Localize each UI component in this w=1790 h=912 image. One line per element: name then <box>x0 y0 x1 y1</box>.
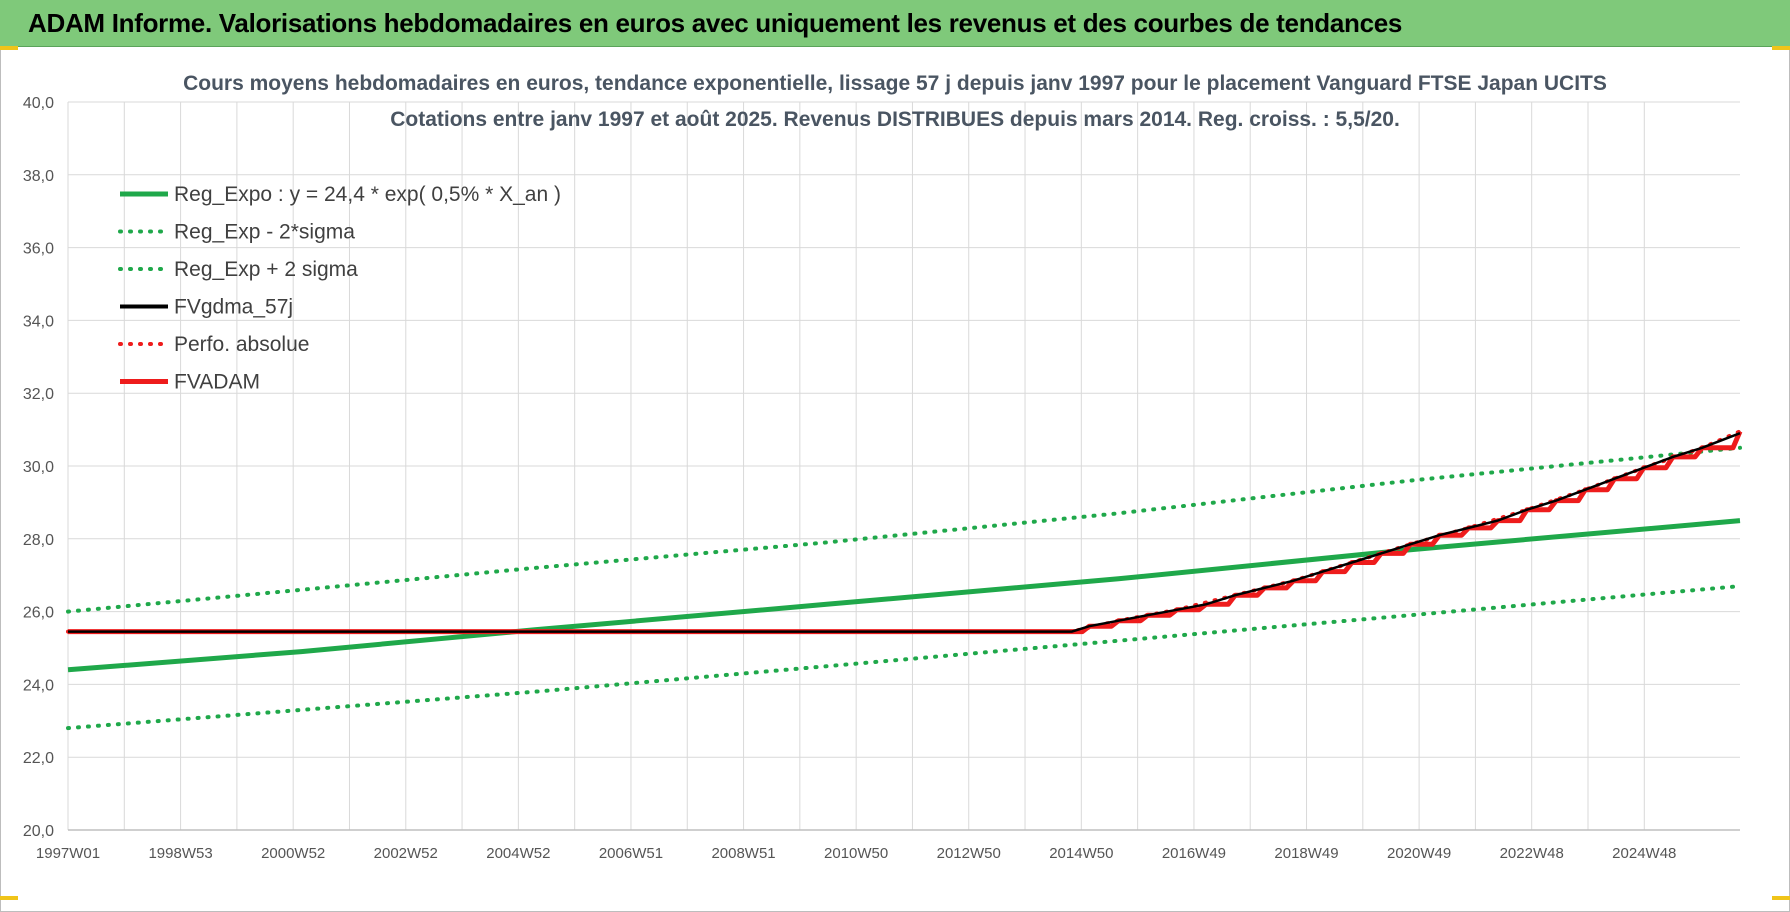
y-tick-label: 34,0 <box>23 313 54 330</box>
corner-mark-top-right <box>1772 46 1790 50</box>
x-tick-label: 2006W51 <box>599 845 663 862</box>
y-tick-label: 36,0 <box>23 241 54 258</box>
y-tick-label: 38,0 <box>23 168 54 185</box>
series-line-reg-exp-2-sigma <box>66 584 1742 731</box>
series-line-fvadam <box>68 430 1743 635</box>
y-tick-label: 20,0 <box>23 823 54 840</box>
legend-label: Reg_Exp - 2*sigma <box>174 221 355 244</box>
series-line-fvgdma-57j <box>68 432 1741 633</box>
legend-label: FVgdma_57j <box>174 296 293 319</box>
x-tick-label: 1998W53 <box>148 845 212 862</box>
page-title: ADAM Informe. Valorisations hebdomadaire… <box>28 8 1403 38</box>
series-line-reg-expo-y-24-4-exp-0-5-x-an <box>67 518 1741 673</box>
legend-label: FVADAM <box>174 371 260 394</box>
y-tick-label: 40,0 <box>23 95 54 112</box>
legend-label: Perfo. absolue <box>174 333 309 356</box>
corner-mark-top-left <box>0 46 18 50</box>
corner-mark-bottom-right <box>1772 896 1790 900</box>
y-tick-label: 28,0 <box>23 532 54 549</box>
y-tick-label: 22,0 <box>23 750 54 767</box>
x-tick-label: 2020W49 <box>1387 845 1451 862</box>
y-tick-label: 32,0 <box>23 386 54 403</box>
y-tick-label: 30,0 <box>23 459 54 476</box>
x-tick-label: 2000W52 <box>261 845 325 862</box>
corner-mark-bottom-left <box>0 896 18 900</box>
line-chart: 20,0 22,0 24,0 26,0 28,0 30,0 32,0 34,0 36,0 38,0… <box>23 72 1743 862</box>
y-tick-label: 26,0 <box>23 605 54 622</box>
x-tick-label: 2014W50 <box>1049 845 1113 862</box>
x-tick-label: 2018W49 <box>1274 845 1338 862</box>
y-tick-label: 24,0 <box>23 677 54 694</box>
x-tick-label: 2002W52 <box>374 845 438 862</box>
x-tick-label: 2008W51 <box>711 845 775 862</box>
series-line-reg-exp-2-sigma <box>66 445 1742 614</box>
x-tick-label: 2022W48 <box>1500 845 1564 862</box>
x-tick-label: 2016W49 <box>1162 845 1226 862</box>
header-band: ADAM Informe. Valorisations hebdomadaire… <box>0 0 1790 47</box>
series-line-perfo-absolue <box>66 429 1742 634</box>
chart-title: Cours moyens hebdomadaires en euros, ten… <box>183 72 1607 95</box>
x-tick-label: 2004W52 <box>486 845 550 862</box>
x-tick-label: 1997W01 <box>36 845 100 862</box>
legend-label: Reg_Expo : y = 24,4 * exp( 0,5% * X_an ) <box>174 183 561 206</box>
x-tick-label: 2010W50 <box>824 845 888 862</box>
x-tick-label: 2012W50 <box>937 845 1001 862</box>
chart-subtitle: Cotations entre janv 1997 et août 2025. … <box>390 108 1400 131</box>
legend-label: Reg_Exp + 2 sigma <box>174 258 358 281</box>
x-tick-label: 2024W48 <box>1612 845 1676 862</box>
